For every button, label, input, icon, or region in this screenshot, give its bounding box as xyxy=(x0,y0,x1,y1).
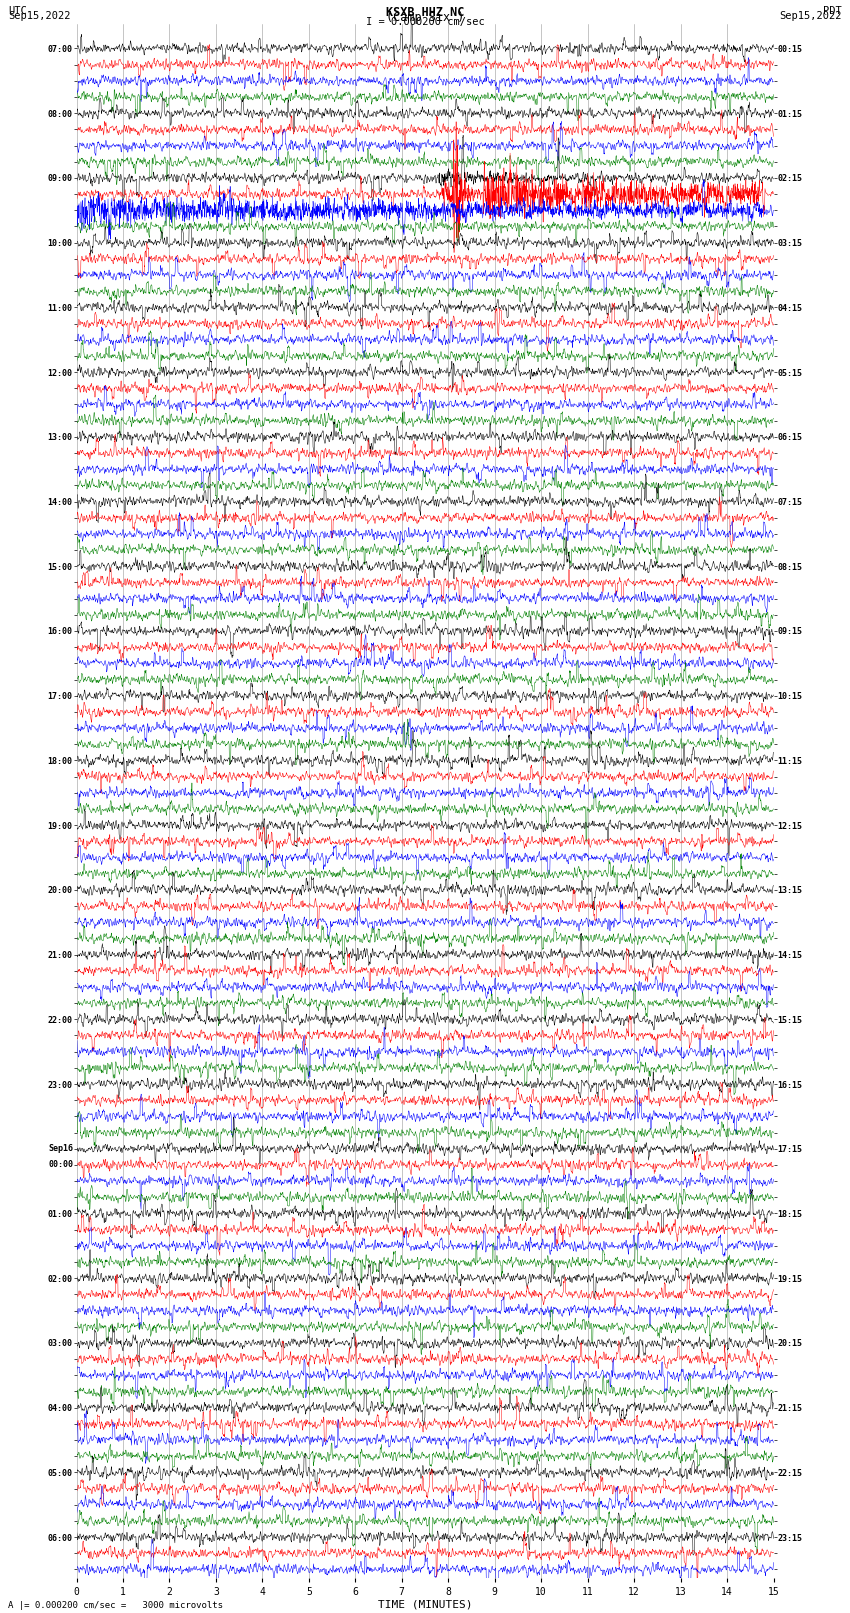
Text: PDT: PDT xyxy=(823,5,842,16)
Text: 00:00: 00:00 xyxy=(48,1160,74,1169)
Text: A |= 0.000200 cm/sec =   3000 microvolts: A |= 0.000200 cm/sec = 3000 microvolts xyxy=(8,1600,224,1610)
Text: UTC: UTC xyxy=(8,5,27,16)
Text: I = 0.000200 cm/sec: I = 0.000200 cm/sec xyxy=(366,18,484,27)
Text: Sep15,2022: Sep15,2022 xyxy=(8,11,71,21)
X-axis label: TIME (MINUTES): TIME (MINUTES) xyxy=(377,1600,473,1610)
Text: (Camp Six ): (Camp Six ) xyxy=(386,11,464,24)
Text: Sep15,2022: Sep15,2022 xyxy=(779,11,842,21)
Text: Sep16: Sep16 xyxy=(48,1144,74,1153)
Text: KSXB HHZ NC: KSXB HHZ NC xyxy=(386,5,464,19)
